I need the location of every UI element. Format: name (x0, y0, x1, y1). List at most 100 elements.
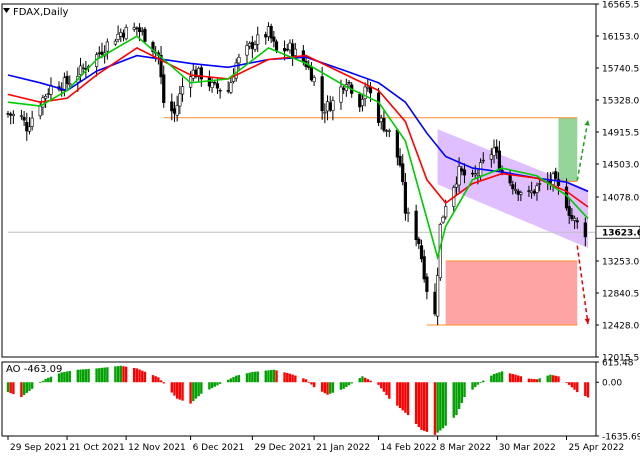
candle-body (119, 32, 123, 37)
candle-body (191, 69, 195, 79)
ao-bar (492, 374, 496, 383)
candle-body (30, 117, 34, 127)
ao-bar (516, 375, 520, 383)
ao-bar (229, 378, 233, 383)
candle-body (151, 42, 155, 53)
ao-bar (417, 382, 421, 427)
ao-bar (331, 382, 335, 393)
moving-average-1 (7, 46, 589, 208)
ao-bar (307, 381, 310, 383)
ao-bar (135, 368, 139, 383)
candle-body (347, 82, 351, 84)
ao-bar (530, 378, 533, 383)
candle-body (210, 82, 214, 88)
ao-bar (68, 371, 71, 383)
price-tick-label: 12428.0 (602, 321, 639, 331)
candle-body (425, 276, 429, 292)
candle-body (366, 86, 370, 89)
ao-bar (474, 382, 477, 388)
ao-bar (342, 382, 345, 389)
ao-bar (84, 369, 88, 383)
ao-bar (377, 382, 380, 385)
candle-body (422, 256, 426, 280)
ao-tick-label: 615.48 (602, 359, 634, 369)
ao-bar (12, 382, 15, 395)
candle-body (331, 100, 335, 111)
candle-body (417, 238, 421, 245)
ao-tick-label: 0.00 (602, 379, 622, 389)
candle-body (62, 77, 66, 91)
ao-bar (361, 376, 364, 383)
candle-body (454, 183, 459, 188)
ao-bar (194, 382, 198, 399)
ao-bar (106, 367, 109, 383)
x-tick-label: 21 Jan 2022 (316, 443, 370, 453)
ao-bar (519, 376, 523, 383)
ao-bar (157, 377, 160, 383)
ao-bar (141, 370, 144, 383)
candle-body (495, 146, 499, 153)
price-pane: 16565.5 16153.0 15740.5 15328.0 14915.5 14503… (1, 1, 640, 364)
ao-bar (272, 369, 276, 383)
candle-body (256, 34, 260, 45)
ao-bar (347, 382, 351, 386)
candle-body (25, 122, 29, 132)
candle-body (406, 212, 410, 214)
ao-bar (586, 382, 590, 398)
ao-bar (565, 382, 568, 384)
ao-bar (490, 375, 493, 383)
ao-bar (452, 382, 455, 418)
ao-bar (508, 373, 512, 383)
candle-body (497, 150, 501, 171)
ao-bar (385, 382, 388, 396)
ao-bar (181, 382, 184, 401)
ao-pane: 615.48 0.00 -1635.69 (1, 359, 640, 443)
price-tick-label: 12015.5 (602, 354, 639, 364)
ao-bar (388, 382, 391, 399)
ao-bar (30, 382, 34, 389)
x-tick-label: 12 Nov 2021 (128, 443, 186, 453)
ao-bar (210, 382, 214, 389)
candle-body (6, 113, 10, 115)
ao-bar (436, 382, 439, 433)
candle-body (264, 34, 268, 38)
ao-bar (192, 382, 195, 402)
candle-body (288, 42, 292, 51)
candle-body (462, 169, 467, 176)
candle-body (78, 65, 83, 75)
candle-body (162, 74, 166, 103)
ao-indicator-title: AO -463.09 (6, 364, 62, 375)
candle-body (519, 192, 523, 195)
candle-body (511, 184, 515, 190)
candle-body (460, 168, 464, 172)
candle-body (11, 113, 15, 117)
candle-body (132, 27, 136, 30)
candle-body (143, 28, 147, 42)
ao-bar (463, 382, 466, 398)
candle-body (113, 40, 118, 45)
candle-body (250, 42, 254, 49)
ao-bar (235, 375, 238, 383)
ao-bar (178, 382, 182, 400)
ao-bar (498, 372, 501, 383)
ao-bar (65, 371, 69, 383)
ao-bar (380, 382, 383, 389)
ao-bar (6, 382, 10, 393)
ao-bar (124, 366, 128, 383)
candle-body (538, 183, 542, 185)
ao-bar (439, 382, 442, 431)
price-pane-frame (1, 3, 597, 358)
candle-body (231, 76, 236, 82)
candle-body (170, 101, 174, 112)
ao-bar (189, 382, 192, 404)
candle-body (532, 190, 536, 194)
candle-body (323, 111, 327, 114)
candle-body (309, 67, 314, 81)
candle-body (436, 275, 440, 317)
x-tick-label: 25 Apr 2022 (569, 443, 625, 453)
ao-bar (100, 367, 104, 383)
candle-body (414, 210, 418, 241)
ao-bar (495, 373, 498, 383)
ao-bar (350, 382, 353, 384)
triangle-down-icon (3, 8, 10, 13)
